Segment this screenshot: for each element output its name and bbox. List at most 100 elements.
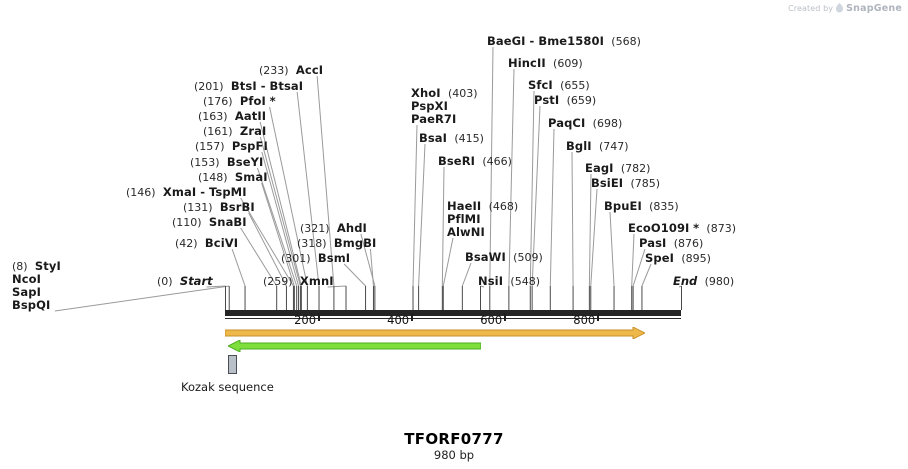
restriction-site-label[interactable]: (201) BtsI - BtsaI bbox=[194, 79, 304, 94]
watermark-prefix: Created by bbox=[788, 4, 834, 13]
site-position: (8) bbox=[12, 260, 28, 273]
site-name: XmaI bbox=[162, 185, 197, 199]
site-position: (895) bbox=[681, 252, 711, 265]
restriction-site-label[interactable]: BsaWI (509) bbox=[465, 251, 543, 265]
restriction-site-label[interactable]: BpuEI (835) bbox=[604, 200, 679, 214]
restriction-site-label[interactable]: BsaI (415) bbox=[419, 131, 484, 146]
watermark-brand: SnapGene bbox=[846, 3, 902, 14]
site-position: (509) bbox=[513, 251, 543, 264]
axis-tick-label: 600 bbox=[480, 313, 503, 327]
restriction-site-label[interactable]: (259) XmnI bbox=[263, 274, 334, 289]
leader-line bbox=[240, 197, 294, 287]
site-position: (655) bbox=[560, 79, 590, 92]
site-name: PstI bbox=[534, 93, 560, 107]
site-name: SpeI bbox=[645, 251, 674, 265]
restriction-site-label[interactable]: (148) SmaI bbox=[198, 171, 268, 185]
restriction-site-label[interactable]: (176) PfoI * bbox=[203, 94, 276, 109]
star-marker: * bbox=[269, 94, 276, 108]
restriction-site-label[interactable]: End (980) bbox=[673, 275, 735, 289]
restriction-site-label[interactable]: XhoI (403) PspXI PaeR7I bbox=[411, 87, 478, 126]
site-name: BaeGI bbox=[487, 34, 526, 48]
restriction-site-label[interactable]: (157) PspFI bbox=[195, 139, 268, 154]
site-name: BsaI bbox=[419, 131, 448, 145]
leader-line bbox=[54, 285, 230, 312]
leader-line bbox=[508, 68, 515, 287]
site-name: BseYI bbox=[226, 155, 264, 169]
leader-line bbox=[360, 233, 376, 287]
restriction-site-label[interactable]: BsiEI (785) bbox=[591, 177, 660, 191]
site-position: (301) bbox=[281, 252, 311, 265]
leader-line bbox=[632, 248, 646, 287]
restriction-site-label[interactable]: (233) AccI bbox=[259, 64, 323, 78]
restriction-site-label[interactable]: SpeI (895) bbox=[645, 251, 711, 266]
leader-line bbox=[231, 248, 246, 287]
axis-tick bbox=[504, 313, 507, 321]
restriction-site-label[interactable]: (161) ZraI bbox=[203, 125, 266, 139]
leader-line bbox=[269, 106, 308, 287]
name-separator: - bbox=[256, 79, 270, 93]
site-position: (548) bbox=[510, 275, 540, 288]
restriction-site-label[interactable]: (42) BciVI bbox=[175, 236, 239, 251]
site-name: XmnI bbox=[299, 274, 334, 288]
restriction-site-label[interactable]: (8) StyI NcoI SapI BspQI bbox=[12, 260, 61, 312]
site-position: (609) bbox=[553, 57, 583, 70]
site-position: (466) bbox=[482, 155, 512, 168]
site-position: (161) bbox=[203, 125, 233, 138]
leader-line bbox=[641, 263, 652, 287]
restriction-site-label[interactable]: PasI (876) bbox=[639, 237, 703, 251]
site-position: (980) bbox=[704, 275, 735, 288]
axis-tick-label: 200 bbox=[294, 313, 317, 327]
leader-line bbox=[489, 46, 494, 287]
restriction-site-label[interactable]: SfcI (655) bbox=[528, 78, 590, 93]
site-position: (415) bbox=[454, 132, 484, 145]
site-name: SfcI bbox=[528, 78, 553, 92]
kozak-sequence-marker[interactable] bbox=[228, 355, 237, 374]
site-name: BtsaI bbox=[269, 79, 304, 93]
site-name: AlwNI bbox=[447, 225, 485, 239]
leader-line bbox=[316, 75, 335, 287]
restriction-site-label[interactable]: (153) BseYI bbox=[190, 155, 264, 170]
restriction-site-label[interactable]: HincII (609) bbox=[508, 57, 583, 71]
restriction-site-label[interactable]: NsiI (548) bbox=[478, 275, 540, 289]
restriction-site-label[interactable]: (321) AhdI bbox=[300, 222, 367, 236]
axis-tick-label: 400 bbox=[387, 313, 410, 327]
restriction-site-label[interactable]: (131) BsrBI bbox=[183, 201, 255, 215]
restriction-site-label[interactable]: BglI (747) bbox=[566, 140, 629, 154]
restriction-site-label[interactable]: (110) SnaBI bbox=[172, 215, 247, 230]
restriction-site-label[interactable]: PaqCI (698) bbox=[548, 117, 622, 131]
leader-line bbox=[418, 143, 426, 287]
site-position: (0) bbox=[157, 275, 173, 288]
leader-line bbox=[442, 237, 454, 287]
restriction-site-label[interactable]: EagI (782) bbox=[585, 162, 650, 176]
site-name: PflMI bbox=[447, 212, 481, 226]
site-position: (163) bbox=[198, 110, 228, 123]
site-name: XhoI bbox=[411, 86, 441, 100]
restriction-site-label[interactable]: EcoO109I * (873) bbox=[628, 222, 736, 236]
feature-arrow-reverse[interactable] bbox=[228, 340, 481, 352]
site-position: (153) bbox=[190, 156, 220, 169]
feature-arrow-orf[interactable] bbox=[225, 327, 645, 339]
name-separator: - bbox=[196, 185, 209, 199]
restriction-site-label[interactable]: (0) Start bbox=[157, 275, 213, 289]
restriction-site-label[interactable]: (163) AatII bbox=[198, 110, 266, 124]
restriction-site-label[interactable]: BaeGI - Bme1580I (568) bbox=[487, 34, 641, 49]
axis-tick bbox=[318, 313, 321, 321]
site-name: Bme1580I bbox=[538, 34, 604, 48]
site-name: SnaBI bbox=[208, 215, 247, 229]
site-position: (835) bbox=[649, 200, 679, 213]
restriction-site-label[interactable]: PstI (659) bbox=[534, 93, 596, 108]
site-name: SapI bbox=[12, 285, 41, 299]
site-name: BciVI bbox=[204, 236, 239, 250]
restriction-site-label[interactable]: (146) XmaI - TspMI bbox=[126, 185, 247, 200]
leader-line bbox=[549, 128, 555, 287]
site-name: PspFI bbox=[231, 139, 268, 153]
restriction-site-label[interactable]: (301) BsmI bbox=[281, 252, 350, 266]
site-name: BseRI bbox=[438, 154, 476, 168]
site-name: PspXI bbox=[411, 99, 448, 113]
leader-line bbox=[240, 227, 278, 287]
site-position: (747) bbox=[598, 140, 629, 153]
restriction-site-label[interactable]: HaeII (468) PflMI AlwNI bbox=[447, 200, 518, 239]
restriction-site-label[interactable]: (318) BmgBI bbox=[297, 237, 376, 251]
restriction-site-label[interactable]: BseRI (466) bbox=[438, 154, 512, 169]
leader-line bbox=[261, 151, 300, 287]
